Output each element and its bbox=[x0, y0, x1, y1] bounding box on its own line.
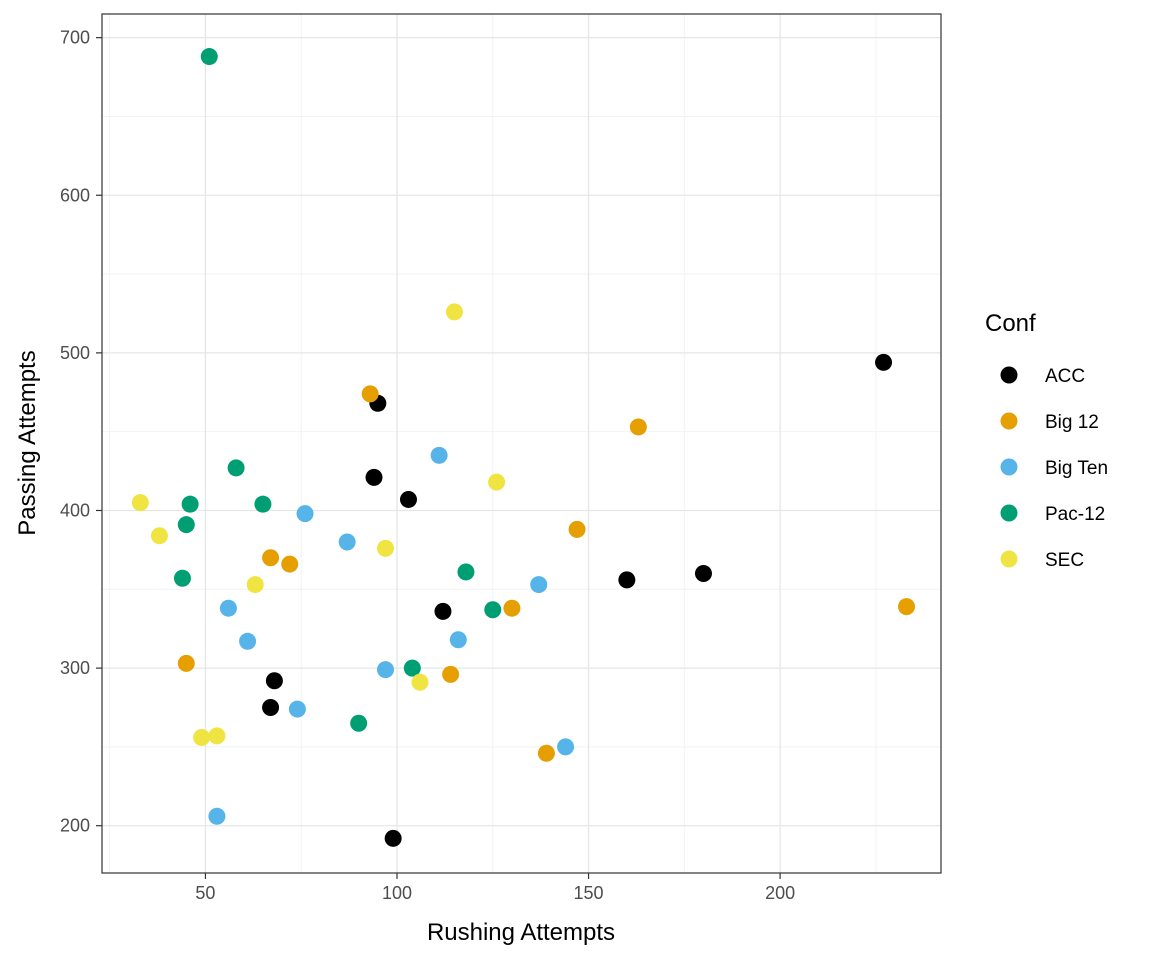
point-big-ten bbox=[219, 599, 237, 617]
point-pac-12 bbox=[254, 495, 272, 513]
point-big-ten bbox=[208, 807, 226, 825]
point-sec bbox=[150, 527, 168, 545]
point-sec bbox=[411, 673, 429, 691]
legend-title: Conf bbox=[985, 310, 1036, 337]
legend-key-sec bbox=[1000, 550, 1018, 568]
point-big-ten bbox=[338, 533, 356, 551]
point-pac-12 bbox=[181, 495, 199, 513]
point-acc bbox=[434, 602, 452, 620]
x-tick-label: 100 bbox=[382, 883, 412, 903]
point-big-12 bbox=[281, 555, 299, 573]
point-big-12 bbox=[568, 520, 586, 538]
point-sec bbox=[208, 727, 226, 745]
legend: Conf ACC Big 12 Big Ten Pac-12 SEC bbox=[985, 310, 1108, 571]
point-sec bbox=[246, 576, 264, 594]
minor-gridlines bbox=[102, 14, 941, 873]
legend-label-acc: ACC bbox=[1045, 366, 1085, 387]
x-tick-label: 200 bbox=[765, 883, 795, 903]
point-big-12 bbox=[503, 599, 521, 617]
point-big-12 bbox=[262, 549, 280, 567]
plot-panel-background bbox=[102, 14, 941, 873]
point-sec bbox=[376, 539, 394, 557]
point-pac-12 bbox=[403, 659, 421, 677]
legend-label-big-ten: Big Ten bbox=[1045, 458, 1108, 479]
data-points bbox=[131, 48, 916, 847]
point-pac-12 bbox=[457, 563, 475, 581]
point-pac-12 bbox=[200, 48, 218, 66]
point-acc bbox=[399, 490, 417, 508]
y-axis: 200 300 400 500 600 700 bbox=[60, 28, 102, 836]
y-tick-label: 400 bbox=[60, 500, 90, 520]
point-pac-12 bbox=[173, 569, 191, 587]
x-axis: 50 100 150 200 bbox=[195, 873, 795, 903]
x-tick-label: 150 bbox=[574, 883, 604, 903]
point-sec bbox=[193, 728, 211, 746]
point-big-12 bbox=[537, 744, 555, 762]
point-big-ten bbox=[557, 738, 575, 756]
point-big-ten bbox=[530, 576, 548, 594]
point-acc bbox=[265, 672, 283, 690]
point-pac-12 bbox=[350, 714, 368, 732]
y-tick-label: 700 bbox=[60, 28, 90, 48]
point-big-ten bbox=[288, 700, 306, 718]
point-big-ten bbox=[376, 661, 394, 679]
point-big-12 bbox=[361, 385, 379, 403]
point-big-ten bbox=[449, 631, 467, 649]
point-acc bbox=[384, 829, 402, 847]
point-big-ten bbox=[430, 446, 448, 464]
point-pac-12 bbox=[484, 601, 502, 619]
legend-key-big-ten bbox=[1000, 458, 1018, 476]
point-sec bbox=[488, 473, 506, 491]
point-big-12 bbox=[442, 665, 460, 683]
point-big-ten bbox=[296, 505, 314, 523]
point-acc bbox=[365, 468, 383, 486]
y-tick-label: 200 bbox=[60, 816, 90, 836]
x-axis-title: Rushing Attempts bbox=[427, 919, 615, 946]
major-gridlines bbox=[102, 14, 941, 873]
y-tick-label: 600 bbox=[60, 185, 90, 205]
legend-label-sec: SEC bbox=[1045, 550, 1084, 571]
point-big-12 bbox=[177, 654, 195, 672]
legend-key-acc bbox=[1000, 366, 1018, 384]
point-acc bbox=[875, 353, 893, 371]
point-acc bbox=[262, 699, 280, 717]
y-tick-label: 300 bbox=[60, 658, 90, 678]
point-acc bbox=[618, 571, 636, 589]
y-axis-title: Passing Attempts bbox=[14, 350, 41, 535]
legend-label-pac-12: Pac-12 bbox=[1045, 504, 1105, 525]
point-sec bbox=[445, 303, 463, 321]
point-pac-12 bbox=[177, 516, 195, 534]
point-big-ten bbox=[239, 632, 257, 650]
point-big-12 bbox=[629, 418, 647, 436]
point-acc bbox=[694, 565, 712, 583]
legend-label-big-12: Big 12 bbox=[1045, 412, 1099, 433]
y-tick-label: 500 bbox=[60, 343, 90, 363]
x-tick-label: 50 bbox=[195, 883, 215, 903]
plot-panel-border bbox=[101, 13, 942, 874]
point-big-12 bbox=[898, 598, 916, 616]
point-pac-12 bbox=[227, 459, 245, 477]
legend-key-big-12 bbox=[1000, 412, 1018, 430]
legend-key-pac-12 bbox=[1000, 504, 1018, 522]
point-sec bbox=[131, 494, 149, 512]
